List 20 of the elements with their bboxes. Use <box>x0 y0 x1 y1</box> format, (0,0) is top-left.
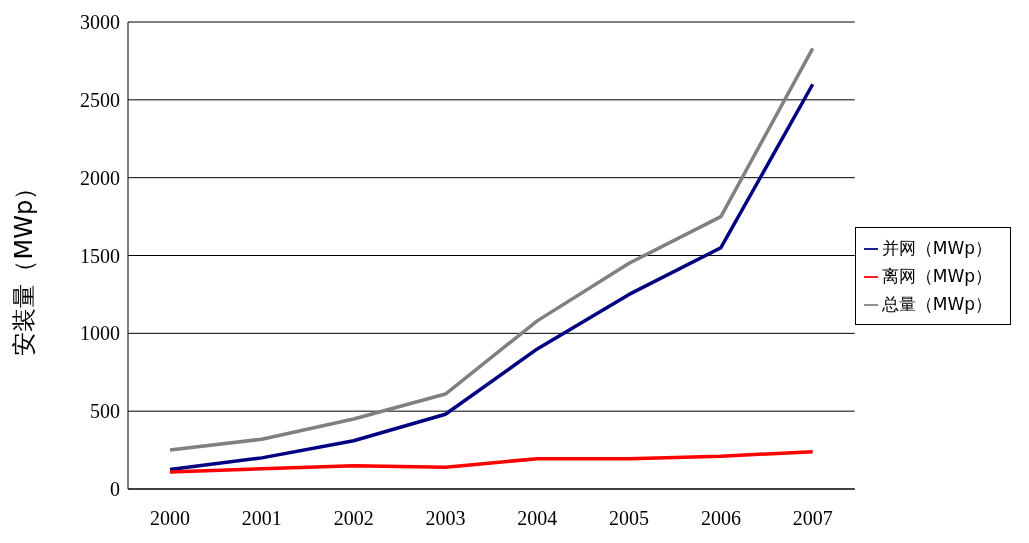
y-tick-label: 2500 <box>80 88 120 111</box>
x-tick-label: 2006 <box>700 507 741 530</box>
x-tick-label: 2004 <box>517 507 558 530</box>
y-tick-label: 1000 <box>80 322 120 345</box>
legend-label: 总量（MWp） <box>881 293 992 314</box>
y-axis-title: 安装量（MWp） <box>9 175 38 356</box>
legend-label: 并网（MWp） <box>881 237 992 258</box>
y-tick-label: 0 <box>110 478 120 501</box>
x-tick-label: 2003 <box>425 507 466 530</box>
x-tick-label: 2005 <box>609 507 650 530</box>
x-tick-label: 2001 <box>241 507 282 530</box>
y-tick-label: 3000 <box>80 11 120 34</box>
y-tick-label: 1500 <box>80 244 120 267</box>
y-tick-label: 500 <box>90 400 120 423</box>
x-tick-label: 2002 <box>333 507 374 530</box>
legend-label: 离网（MWp） <box>881 265 992 286</box>
x-tick-label: 2000 <box>150 507 190 530</box>
line-series <box>168 449 815 474</box>
y-tick-label: 2000 <box>80 166 120 189</box>
x-tick-label: 2007 <box>792 507 833 530</box>
